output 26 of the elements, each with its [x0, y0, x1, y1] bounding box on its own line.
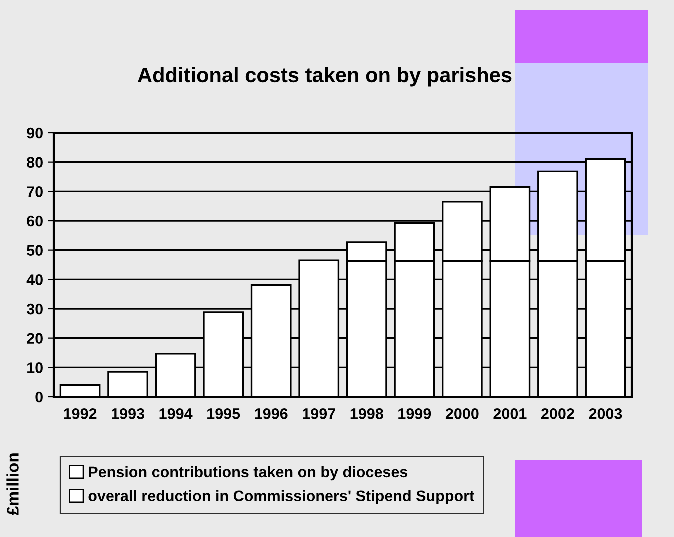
y-tick-label: 90	[27, 128, 43, 139]
chart-title: Additional costs taken on by parishes	[138, 67, 512, 87]
y-tick-label: 80	[27, 157, 43, 168]
x-tick-label: 2002	[541, 408, 574, 420]
x-tick-label: 1993	[112, 408, 144, 420]
x-tick-label: 2003	[589, 408, 622, 420]
x-tick-label: 1994	[160, 408, 193, 420]
x-tick-label: 1997	[303, 408, 336, 420]
legend-label: overall reduction in Commissioners' Stipend Support	[88, 490, 474, 505]
y-tick-label: 70	[27, 186, 43, 198]
y-tick-label: 50	[27, 245, 43, 256]
x-tick-label: 2000	[446, 408, 479, 420]
x-tick-label: 1996	[255, 408, 288, 420]
x-tick-label: 1998	[350, 408, 384, 420]
y-tick-label: 60	[27, 216, 43, 227]
legend-label: Pension contributions taken on by dioceses	[89, 466, 408, 481]
y-tick-label: 10	[28, 362, 43, 374]
x-tick-label: 1992	[64, 408, 97, 420]
y-tick-label: 0	[36, 392, 43, 403]
y-tick-label: 40	[26, 274, 43, 286]
y-tick-label: 30	[26, 304, 43, 315]
x-tick-label: 2001	[494, 408, 527, 420]
x-tick-label: 1999	[398, 408, 432, 420]
y-axis-title: £million	[6, 454, 19, 516]
y-tick-label: 20	[27, 333, 43, 344]
x-tick-label: 1995	[208, 408, 240, 420]
